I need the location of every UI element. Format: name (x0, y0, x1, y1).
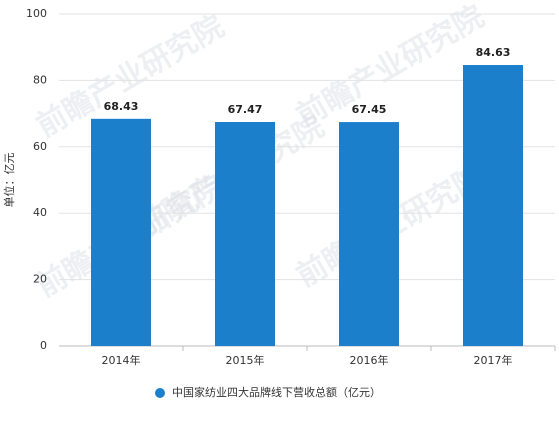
legend-label: 中国家纺业四大品牌线下营收总额（亿元） (172, 385, 381, 399)
y-tick-label: 100 (26, 7, 47, 20)
legend-marker (155, 388, 165, 398)
y-tick-label: 20 (33, 273, 47, 286)
x-tick-label: 2017年 (474, 353, 513, 367)
y-tick-label: 0 (40, 339, 47, 352)
bar (463, 65, 523, 347)
x-tick-label: 2016年 (350, 353, 389, 367)
y-tick-label: 80 (33, 73, 47, 86)
y-axis-label: 单位：亿元 (2, 153, 16, 208)
x-tick-label: 2014年 (102, 353, 141, 367)
value-label: 67.47 (228, 103, 263, 116)
y-tick-label: 40 (33, 206, 47, 219)
bar (91, 118, 151, 346)
bar (215, 121, 275, 346)
value-label: 67.45 (352, 103, 387, 116)
x-tick-label: 2015年 (226, 353, 265, 367)
bar (339, 122, 399, 346)
y-tick-label: 60 (33, 140, 47, 153)
value-label: 84.63 (476, 46, 511, 59)
value-label: 68.43 (104, 100, 139, 113)
watermark: 前瞻产业研究院 (291, 0, 490, 134)
